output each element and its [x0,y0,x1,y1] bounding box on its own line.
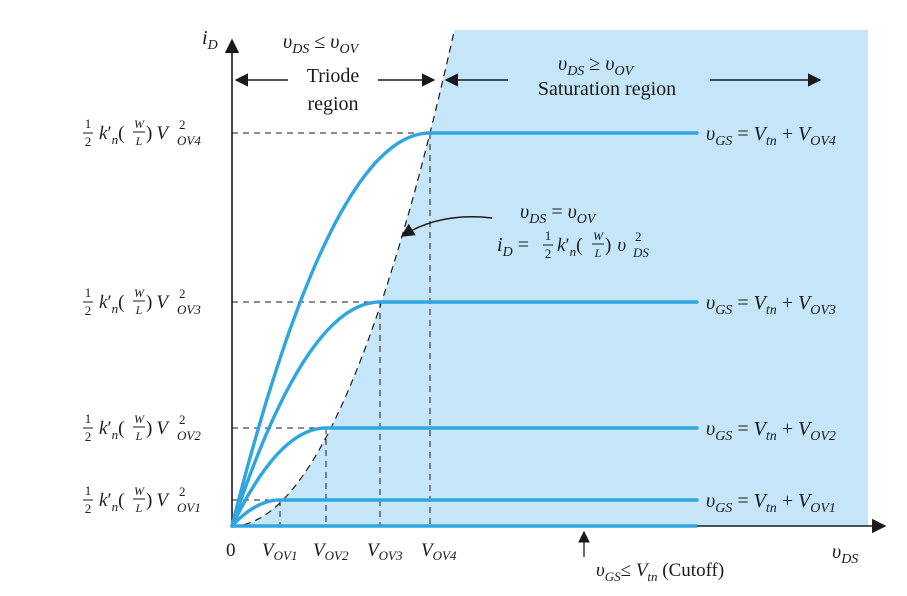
svg-text:k′n(: k′n( [557,235,582,259]
curve-ov2 [230,426,699,528]
svg-text:OV1: OV1 [177,500,201,515]
svg-text:k′n(: k′n( [99,292,124,316]
svg-text:)υ: ) υ [605,235,626,256]
svg-text:W: W [134,286,145,300]
svg-text:k′n(: k′n( [99,418,124,442]
x-axis-label: υDS [832,541,858,567]
svg-text:1: 1 [85,411,92,426]
svg-text:L: L [135,429,143,443]
curve-label-ov4: υGS = Vtn + VOV4 [706,123,836,149]
svg-text:2: 2 [85,134,92,149]
svg-text:2: 2 [179,286,186,301]
triode-condition: υDS ≤ υOV [283,31,360,57]
svg-text:)V: ) V [146,123,170,144]
y-label-ov1: 1 2 k′n( W L ) V 2 OV1 [83,483,201,516]
curve-ov4 [230,131,699,528]
curve-label-ov2: υGS = Vtn + VOV2 [706,418,836,444]
y-axis-label: iD [202,27,218,53]
svg-text:)V: ) V [146,292,170,313]
boundary-annotation: υDS = υOV iD = 1 2 k′n( W L ) υ 2 DS [497,201,649,261]
curve-label-ov1: υGS = Vtn + VOV1 [706,490,836,516]
svg-text:L: L [135,501,143,515]
curve-ov1 [230,498,699,528]
svg-text:W: W [134,117,145,131]
x-label-ov2: VOV2 [313,540,349,563]
cutoff-label: υGS≤ Vtn (Cutoff) [596,560,724,584]
svg-text:OV2: OV2 [177,428,201,443]
saturation-region-fill [232,30,868,526]
boundary-annotation-line2: iD = 1 2 k′n( W L ) υ 2 DS [497,228,649,261]
svg-text:2: 2 [85,501,92,516]
svg-text:1: 1 [545,228,552,243]
curve-ov3 [230,300,699,528]
triode-label-line1: Triode [307,65,360,87]
y-label-ov4: 1 2 k′n( W L ) V 2 OV4 [83,116,201,149]
svg-text:2: 2 [85,303,92,318]
svg-text:2: 2 [85,429,92,444]
boundary-annotation-arrow [400,216,493,237]
svg-text:2: 2 [635,229,642,244]
boundary-annotation-line1: υDS = υOV [520,201,597,227]
svg-text:L: L [135,303,143,317]
triode-saturation-boundary [231,29,455,527]
x-label-ov3: VOV3 [367,540,403,563]
svg-text:1: 1 [85,285,92,300]
horizontal-guides [232,132,430,501]
svg-text:)V: ) V [146,490,170,511]
svg-text:DS: DS [632,245,649,260]
svg-text:OV4: OV4 [177,133,201,148]
saturation-label: Saturation region [538,78,676,100]
vertical-guides [279,133,431,526]
x-label-ov1: VOV1 [262,540,297,563]
characteristic-curves [230,131,699,528]
x-label-ov4: VOV4 [421,540,457,563]
svg-text:iD =: iD = [497,234,529,260]
svg-text:OV3: OV3 [177,302,201,317]
svg-text:W: W [593,229,604,243]
saturation-condition: υDS ≥ υOV [558,53,635,79]
svg-text:2: 2 [179,117,186,132]
svg-text:k′n(: k′n( [99,490,124,514]
svg-text:L: L [135,134,143,148]
svg-text:L: L [594,246,602,260]
svg-text:W: W [134,412,145,426]
origin-label: 0 [226,540,236,561]
triode-label-line2: region [307,93,358,115]
svg-text:1: 1 [85,483,92,498]
svg-text:1: 1 [85,116,92,131]
svg-text:W: W [134,484,145,498]
x-tick-labels: VOV1 VOV2 VOV3 VOV4 [262,540,457,563]
curve-labels: υGS = Vtn + VOV4 υGS = Vtn + VOV3 υGS = … [706,123,836,516]
svg-text:2: 2 [179,412,186,427]
y-label-ov2: 1 2 k′n( W L ) V 2 OV2 [83,411,201,444]
svg-text:)V: ) V [146,418,170,439]
svg-text:k′n(: k′n( [99,123,124,147]
y-label-ov3: 1 2 k′n( W L ) V 2 OV3 [83,285,201,318]
svg-text:2: 2 [179,484,186,499]
curve-label-ov3: υGS = Vtn + VOV3 [706,292,836,318]
svg-text:2: 2 [545,246,552,261]
y-tick-labels: 1 2 k′n( W L ) V 2 OV4 1 2 k′n( W L ) V 2 … [83,116,201,516]
